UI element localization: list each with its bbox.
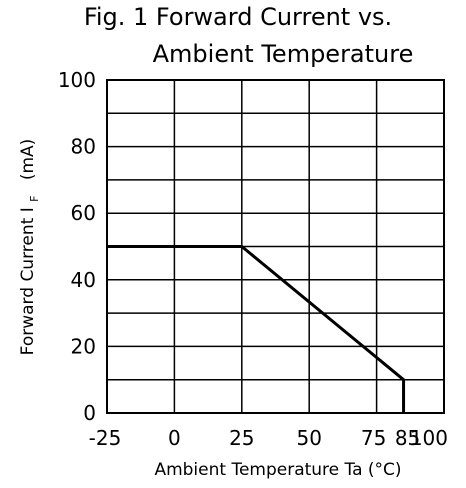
- chart-title-line-2: Ambient Temperature: [153, 40, 414, 68]
- chart-title-line-1: Fig. 1 Forward Current vs.: [84, 3, 392, 31]
- y-axis-label-unit: (mA): [18, 139, 38, 180]
- x-tick-label: 50: [296, 426, 321, 450]
- y-tick-label: 20: [71, 334, 96, 358]
- x-tick-label: 100: [410, 426, 448, 450]
- y-tick-label: 60: [71, 201, 96, 225]
- y-tick-label: 40: [71, 268, 96, 292]
- y-tick-label: 100: [58, 68, 96, 92]
- y-axis-label: Forward Current I F (mA): [18, 139, 43, 356]
- x-tick-label: 25: [229, 426, 254, 450]
- x-tick-label: 0: [168, 426, 181, 450]
- plot-frame: [106, 79, 445, 414]
- y-axis-label-main: Forward Current I: [18, 207, 38, 355]
- x-tick-label: 75: [361, 426, 386, 450]
- x-tick-label: 85: [395, 426, 420, 450]
- y-tick-label: 80: [71, 135, 96, 159]
- y-tick-label: 0: [83, 401, 96, 425]
- y-tick-labels: 0 20 40 60 80 100: [58, 68, 96, 425]
- x-tick-label: -25: [89, 426, 122, 450]
- chart-title: Fig. 1 Forward Current vs. Ambient Tempe…: [84, 3, 414, 68]
- grid: [107, 80, 444, 413]
- x-axis-label: Ambient Temperature Ta (°C): [154, 460, 401, 480]
- series: [107, 245, 406, 413]
- series-line: [107, 245, 406, 413]
- y-axis-label-subscript: F: [28, 196, 41, 202]
